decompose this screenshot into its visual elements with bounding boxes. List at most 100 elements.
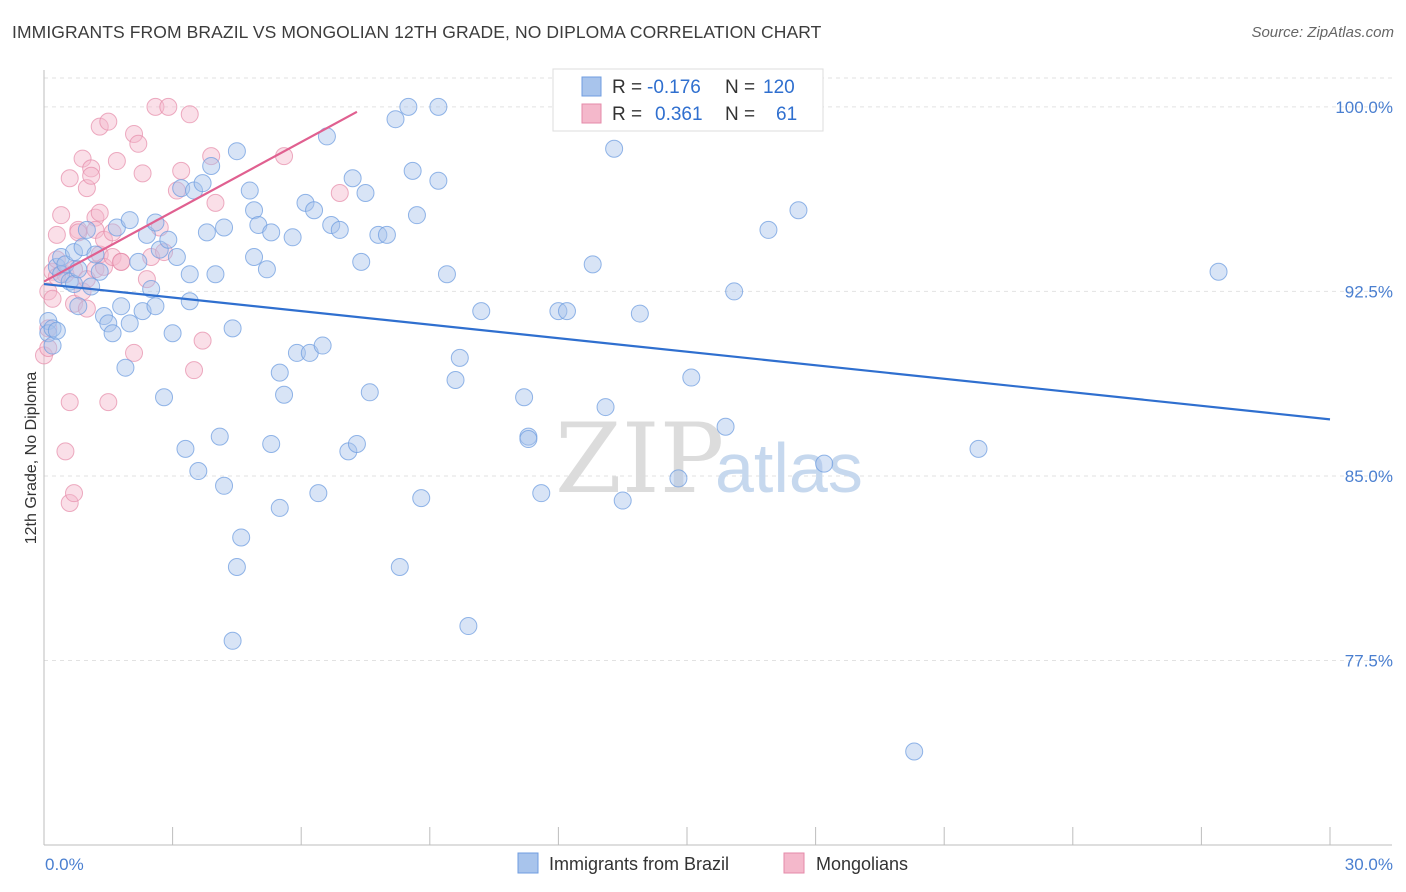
legend-swatch-mongolians: [581, 103, 602, 124]
brazil-point: [232, 528, 251, 547]
brazil-point: [176, 439, 195, 458]
brazil-point: [275, 385, 294, 404]
mongolians-point: [60, 393, 79, 412]
mongolians-point: [137, 270, 156, 289]
brazil-point: [403, 161, 422, 180]
brazil-point: [313, 336, 332, 355]
mongolians-point: [82, 159, 101, 178]
brazil-point: [69, 297, 88, 316]
brazil-point: [270, 363, 289, 382]
brazil-point: [322, 216, 341, 234]
mongolians-point: [180, 105, 199, 124]
brazil-point: [412, 489, 431, 508]
brazil-point: [47, 321, 66, 340]
brazil-point: [262, 223, 281, 242]
brazil-point: [202, 156, 221, 175]
brazil-point: [583, 255, 602, 274]
legend-n-label-1: N =: [725, 77, 755, 98]
mongolians-point: [107, 152, 126, 171]
mongolians-point: [112, 252, 131, 271]
brazil-point: [377, 225, 396, 244]
brazil-point: [309, 484, 328, 503]
y-tick-label-1: 92.5%: [1345, 282, 1393, 301]
brazil-point: [223, 319, 242, 338]
mongolians-point: [65, 484, 84, 503]
brazil-point: [725, 282, 744, 301]
brazil-point: [356, 184, 375, 203]
watermark-atlas: atlas: [715, 429, 863, 507]
brazil-point: [215, 218, 234, 237]
mongolians-point: [202, 147, 221, 166]
brazil-point: [759, 220, 778, 239]
brazil-point: [446, 371, 465, 389]
y-tick-label-2: 85.0%: [1345, 467, 1393, 486]
mongolians-point: [185, 361, 204, 380]
trend-lines: [43, 110, 1331, 421]
brazil-point: [77, 220, 96, 239]
brazil-point: [519, 430, 538, 449]
brazil-point: [215, 476, 234, 495]
brazil-point: [347, 434, 366, 453]
y-tick-label-0: 100.0%: [1335, 98, 1393, 117]
mongolians-point: [125, 124, 144, 143]
brazil-point: [197, 223, 216, 242]
mongolians-point: [330, 184, 349, 203]
legend-bottom-swatch-brazil: [517, 852, 539, 874]
brazil-point: [815, 454, 834, 473]
brazil-point: [146, 297, 165, 316]
brazil-point: [99, 314, 118, 333]
brazil-point: [245, 201, 264, 220]
brazil-point: [155, 388, 174, 407]
brazil-point: [287, 343, 306, 362]
brazil-point: [82, 277, 101, 296]
legend-bottom: Immigrants from Brazil Mongolians: [517, 852, 908, 874]
brazil-point: [515, 388, 534, 407]
mongolians-point: [52, 206, 71, 225]
brazil-trend-line: [43, 282, 1331, 421]
brazil-point: [429, 97, 448, 116]
legend-r-label-1: R =: [612, 77, 642, 98]
y-axis-label: 12th Grade, No Diploma: [23, 372, 40, 545]
legend-top: R = -0.176 N = 120 R = 0.361 N = 61: [552, 68, 824, 132]
brazil-point: [240, 181, 259, 200]
brazil-points: [39, 97, 1228, 761]
gridlines: [44, 77, 1392, 661]
brazil-point: [305, 201, 324, 220]
mongolians-point: [125, 343, 144, 362]
axes: [43, 70, 1392, 846]
brazil-point: [437, 265, 456, 284]
mongolians-point: [99, 393, 118, 412]
brazil-point: [163, 324, 182, 343]
brazil-point: [613, 491, 632, 510]
brazil-point: [193, 174, 212, 193]
mongolians-point: [172, 161, 191, 180]
watermark-zip: ZIP: [555, 403, 724, 515]
brazil-point: [605, 139, 624, 158]
brazil-point: [103, 324, 122, 343]
legend-r-label-2: R =: [612, 104, 642, 125]
legend-bottom-label-mongolians: Mongolians: [816, 854, 908, 874]
mongolians-point: [133, 164, 152, 183]
mongolians-point: [43, 289, 62, 308]
x-tick-label-1: 30.0%: [1345, 855, 1393, 874]
brazil-point: [669, 469, 688, 488]
mongolians-point: [129, 134, 148, 153]
chart-title: IMMIGRANTS FROM BRAZIL VS MONGOLIAN 12TH…: [12, 22, 822, 42]
legend-r-value-1: -0.176: [647, 77, 701, 98]
mongolians-point: [90, 203, 109, 222]
brazil-point: [262, 434, 281, 453]
mongolians-point: [90, 117, 109, 136]
brazil-point: [116, 358, 135, 377]
legend-swatch-brazil: [581, 76, 602, 97]
brazil-point: [245, 247, 264, 266]
brazil-point: [407, 206, 426, 225]
brazil-point: [386, 110, 405, 129]
brazil-point: [630, 304, 649, 323]
legend-r-value-2: 0.361: [655, 104, 703, 125]
mongolians-trend-line: [43, 110, 358, 283]
brazil-point: [270, 498, 289, 517]
watermark: ZIP atlas: [555, 403, 863, 515]
mongolians-point: [60, 169, 79, 188]
brazil-point: [90, 262, 109, 281]
mongolians-point: [159, 97, 178, 116]
